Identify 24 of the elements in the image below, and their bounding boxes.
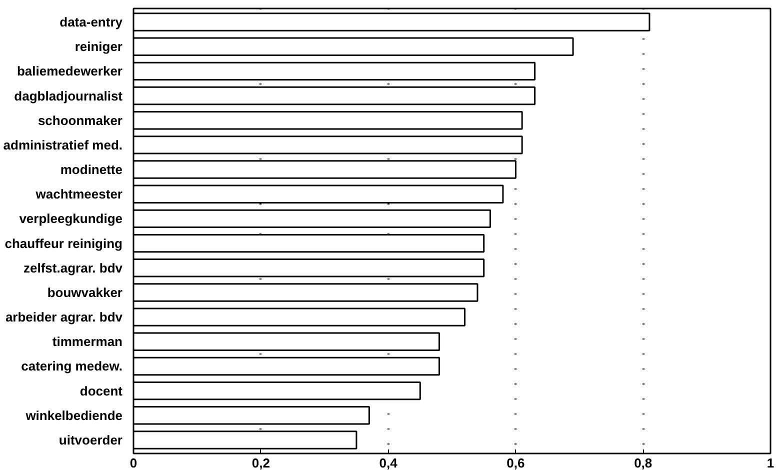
y-tick-label: uitvoerder bbox=[58, 432, 123, 448]
y-tick-label: timmerman bbox=[52, 334, 123, 350]
y-tick-label: reiniger bbox=[74, 39, 123, 54]
y-tick-label: baliemedewerker bbox=[16, 64, 123, 79]
y-tick-label: administratief med. bbox=[3, 137, 123, 152]
y-tick-label: modinette bbox=[60, 162, 123, 178]
y-tick-label: wachtmeester bbox=[34, 186, 123, 202]
x-tick-label: 0,8 bbox=[634, 456, 652, 470]
x-tick-label: 0,6 bbox=[506, 456, 525, 470]
y-tick-label: winkelbediende bbox=[24, 408, 123, 423]
y-tick-label: arbeider agrar. bdv bbox=[5, 310, 124, 325]
y-tick-label: catering medew. bbox=[21, 358, 123, 374]
y-tick-label: bouwvakker bbox=[47, 284, 123, 300]
x-tick-label: 1 bbox=[766, 456, 774, 470]
x-tick-label: 0,2 bbox=[252, 456, 270, 470]
y-tick-label: docent bbox=[80, 383, 124, 398]
y-tick-label: zelfst.agrar. bdv bbox=[24, 260, 124, 276]
x-tick-label: 0,4 bbox=[379, 456, 398, 470]
y-tick-label: dagbladjournalist bbox=[14, 88, 124, 104]
y-tick-label: verpleegkundige bbox=[19, 211, 123, 226]
y-tick-label: schoonmaker bbox=[38, 112, 123, 128]
y-tick-label: data-entry bbox=[60, 14, 124, 30]
x-tick-label: 0 bbox=[130, 456, 138, 470]
y-tick-label: chauffeur reiniging bbox=[4, 236, 123, 251]
